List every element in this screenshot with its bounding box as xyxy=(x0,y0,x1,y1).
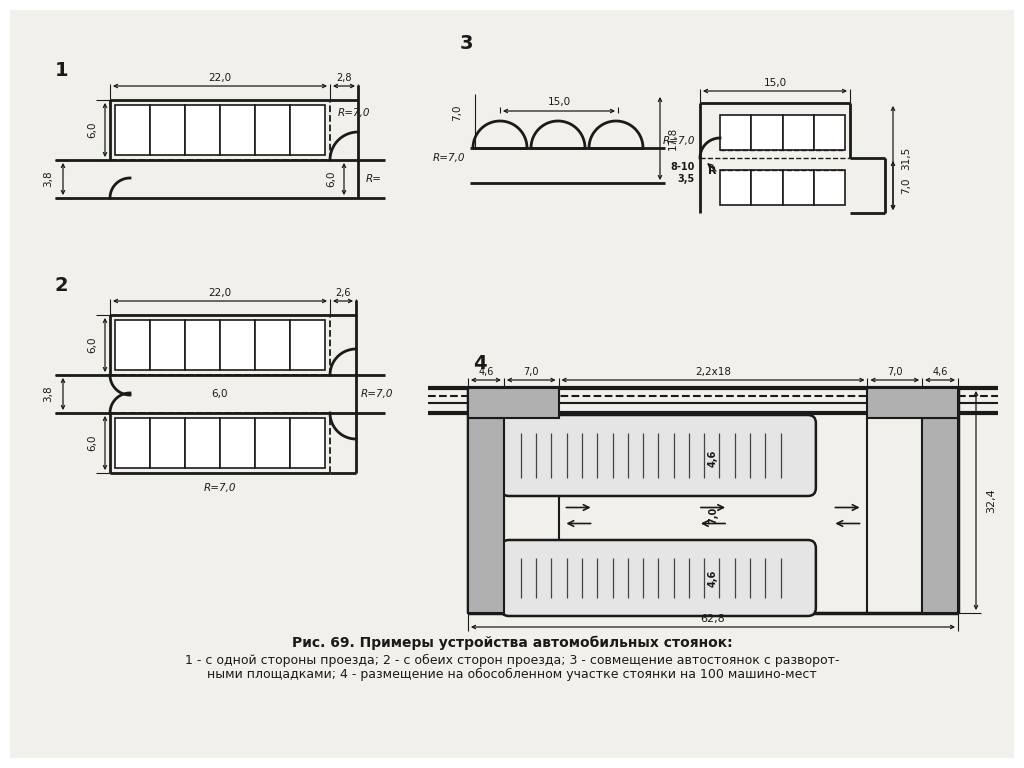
Text: 4,6: 4,6 xyxy=(708,569,718,587)
Text: 2,6: 2,6 xyxy=(335,288,351,298)
Text: 31,5: 31,5 xyxy=(901,147,911,170)
Text: R=: R= xyxy=(366,174,382,184)
Text: 32,4: 32,4 xyxy=(986,488,996,513)
Bar xyxy=(115,320,150,370)
Bar xyxy=(115,418,150,468)
Text: R=7,0: R=7,0 xyxy=(204,483,237,493)
Text: 2,8: 2,8 xyxy=(336,73,352,83)
Text: 22,0: 22,0 xyxy=(209,288,231,298)
Bar xyxy=(290,320,325,370)
Bar xyxy=(185,105,220,155)
Text: 1: 1 xyxy=(55,61,69,80)
Bar xyxy=(720,115,752,150)
Text: R=7,0: R=7,0 xyxy=(663,136,695,146)
Text: 4,6: 4,6 xyxy=(933,367,948,377)
Bar xyxy=(185,418,220,468)
Text: 6,0: 6,0 xyxy=(87,336,97,353)
Bar xyxy=(814,115,845,150)
Text: 3,8: 3,8 xyxy=(43,386,53,402)
Text: 6,0: 6,0 xyxy=(87,435,97,452)
Text: 7,0: 7,0 xyxy=(887,367,902,377)
Bar xyxy=(150,418,185,468)
Bar xyxy=(220,105,255,155)
Text: 6,0: 6,0 xyxy=(212,389,228,399)
Bar xyxy=(752,115,782,150)
Bar xyxy=(115,105,150,155)
Bar xyxy=(867,388,958,418)
FancyBboxPatch shape xyxy=(501,415,816,496)
Text: 2,2x18: 2,2x18 xyxy=(695,367,731,377)
Bar xyxy=(752,170,782,205)
Text: 1 - с одной стороны проезда; 2 - с обеих сторон проезда; 3 - совмещение автостоя: 1 - с одной стороны проезда; 2 - с обеих… xyxy=(184,654,840,667)
Text: 4: 4 xyxy=(473,354,486,373)
Text: R=7,0: R=7,0 xyxy=(432,153,465,163)
Bar xyxy=(814,170,845,205)
Text: 8-10
3,5: 8-10 3,5 xyxy=(671,162,695,184)
Bar xyxy=(255,418,290,468)
Bar xyxy=(220,320,255,370)
Text: 3,8: 3,8 xyxy=(43,170,53,187)
Text: 6,0: 6,0 xyxy=(87,122,97,138)
Bar xyxy=(468,418,504,613)
Text: 62,8: 62,8 xyxy=(700,614,725,624)
Text: 2: 2 xyxy=(55,276,69,295)
Bar xyxy=(922,418,958,613)
Text: 7,0: 7,0 xyxy=(901,177,911,194)
Text: 7,0: 7,0 xyxy=(708,507,718,524)
Bar xyxy=(255,105,290,155)
FancyBboxPatch shape xyxy=(501,540,816,616)
Bar xyxy=(290,105,325,155)
Bar xyxy=(468,388,558,418)
Bar xyxy=(720,170,752,205)
Bar xyxy=(185,320,220,370)
Text: 15,0: 15,0 xyxy=(548,97,570,107)
Bar xyxy=(782,170,814,205)
Text: R: R xyxy=(708,166,717,176)
Bar xyxy=(255,320,290,370)
Bar xyxy=(150,320,185,370)
Text: ными площадками; 4 - размещение на обособленном участке стоянки на 100 машино-ме: ными площадками; 4 - размещение на обосо… xyxy=(207,668,817,681)
Text: 7,0: 7,0 xyxy=(452,104,462,121)
Text: Рис. 69. Примеры устройства автомобильных стоянок:: Рис. 69. Примеры устройства автомобильны… xyxy=(292,636,732,650)
Bar xyxy=(220,418,255,468)
Text: 4,6: 4,6 xyxy=(708,449,718,467)
Text: 6,0: 6,0 xyxy=(326,170,336,187)
Text: 15,0: 15,0 xyxy=(764,78,786,88)
Text: R=7,0: R=7,0 xyxy=(338,108,371,118)
Bar xyxy=(290,418,325,468)
Text: R=7,0: R=7,0 xyxy=(361,389,393,399)
Text: 3: 3 xyxy=(460,34,473,53)
Text: 4,6: 4,6 xyxy=(478,367,494,377)
Text: 22,0: 22,0 xyxy=(209,73,231,83)
Bar xyxy=(150,105,185,155)
Bar xyxy=(782,115,814,150)
Text: 17,8: 17,8 xyxy=(668,127,678,150)
Text: 7,0: 7,0 xyxy=(523,367,539,377)
